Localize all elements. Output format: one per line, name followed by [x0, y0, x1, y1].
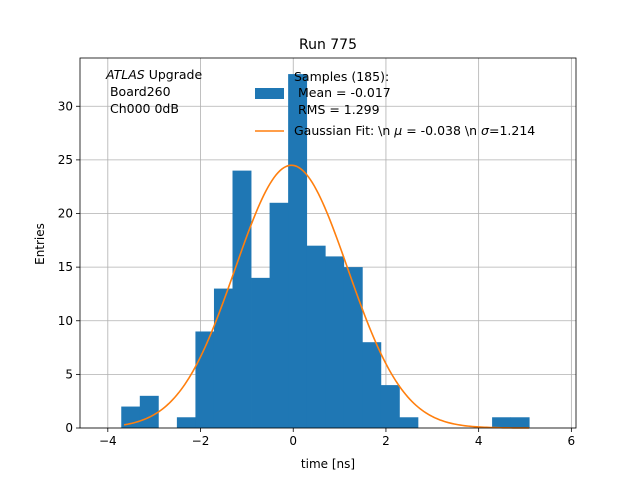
- histogram-bar: [380, 385, 400, 428]
- legend-fit-middle: = -0.038 \n: [402, 123, 481, 138]
- legend-fit-suffix: =1.214: [489, 123, 535, 138]
- x-tick-label: 6: [568, 434, 576, 448]
- histogram-bar: [232, 170, 252, 428]
- histogram-bar: [269, 202, 289, 428]
- y-axis-label: Entries: [33, 223, 47, 265]
- fit-line: [123, 164, 530, 429]
- histogram-bar: [510, 417, 530, 428]
- histogram-bar: [213, 288, 233, 428]
- y-tick-label: 5: [65, 367, 73, 381]
- histogram-bar: [492, 417, 512, 428]
- annotation-board: Board260: [106, 84, 171, 99]
- annotation-atlas-italic: ATLAS: [105, 67, 145, 82]
- y-tick-label: 20: [58, 207, 73, 221]
- legend-fit-mu: μ: [393, 123, 402, 138]
- histogram-bar: [343, 267, 363, 428]
- y-tick-label: 25: [58, 153, 73, 167]
- legend: Samples (185): Mean = -0.017 RMS = 1.299…: [255, 69, 535, 138]
- x-tick-label: −2: [192, 434, 210, 448]
- histogram-bar: [251, 277, 270, 428]
- histogram-bar: [176, 417, 196, 428]
- x-tick-label: −4: [99, 434, 117, 448]
- x-tick-label: 2: [382, 434, 390, 448]
- y-tick-label: 0: [65, 421, 73, 435]
- histogram-bar: [288, 74, 308, 428]
- legend-hist-swatch: [255, 88, 284, 99]
- x-axis-label: time [ns]: [301, 457, 355, 471]
- legend-mean: Mean = -0.017: [294, 85, 391, 100]
- histogram-bar: [195, 331, 215, 428]
- histogram-bars: [121, 74, 530, 428]
- annotation-line-1: ATLAS Upgrade: [105, 67, 202, 82]
- atlas-annotation: ATLAS Upgrade Board260 Ch000 0dB: [105, 67, 202, 116]
- legend-samples: Samples (185):: [294, 69, 389, 84]
- y-tick-label: 15: [58, 260, 73, 274]
- histogram-bar: [306, 245, 326, 428]
- x-tick-label: 4: [475, 434, 483, 448]
- annotation-upgrade: Upgrade: [145, 67, 203, 82]
- chart-title: Run 775: [299, 37, 357, 53]
- histogram-bar: [399, 417, 419, 428]
- legend-fit-prefix: Gaussian Fit: \n: [294, 123, 394, 138]
- legend-fit-label: Gaussian Fit: \n μ = -0.038 \n σ=1.214: [294, 123, 535, 138]
- legend-fit-sigma: σ: [481, 123, 490, 138]
- x-tick-label: 0: [289, 434, 297, 448]
- histogram-bar: [362, 342, 382, 428]
- annotation-channel: Ch000 0dB: [106, 101, 179, 116]
- gaussian-fit: [123, 164, 530, 429]
- histogram-bar: [325, 256, 345, 428]
- legend-rms: RMS = 1.299: [294, 102, 380, 117]
- histogram-bar: [139, 395, 159, 428]
- axes-frame: [79, 57, 577, 429]
- y-tick-label: 30: [58, 99, 73, 113]
- plot-area: −4 −2 0 2 4 6 0 5 10 15 20 25 30: [58, 57, 577, 448]
- y-tick-label: 10: [58, 314, 73, 328]
- axis-ticks: −4 −2 0 2 4 6 0 5 10 15 20 25 30: [58, 99, 575, 448]
